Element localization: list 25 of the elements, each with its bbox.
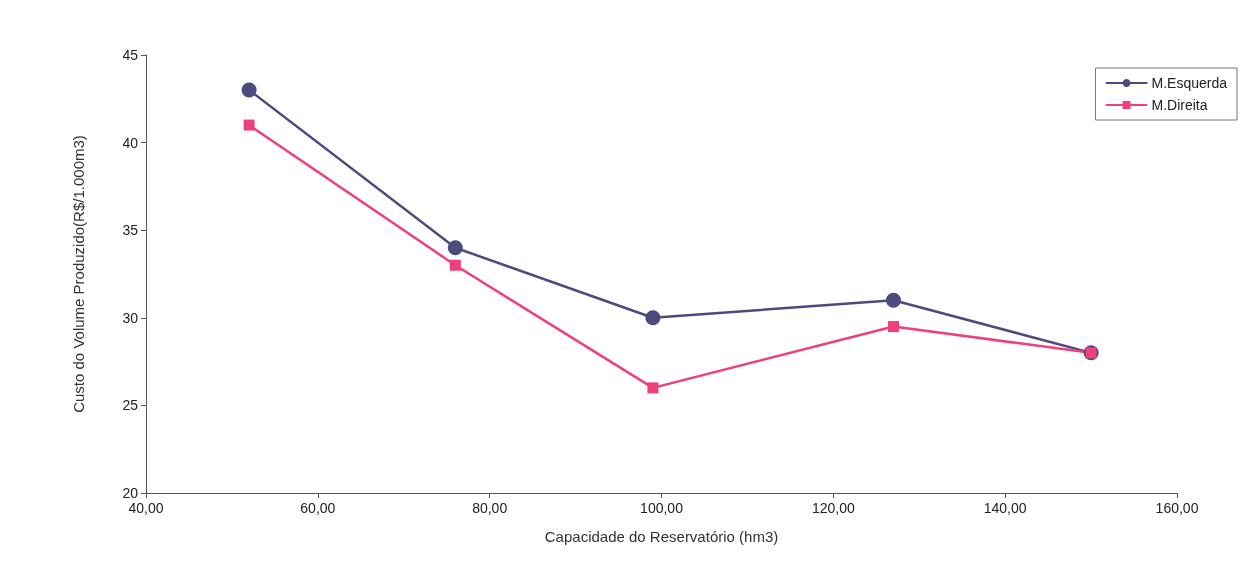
- y-tick-label: 30: [122, 309, 139, 326]
- point: [887, 321, 899, 333]
- x-tick-label: 160,00: [1155, 500, 1199, 516]
- x-tick-label: 60,00: [300, 500, 336, 516]
- point: [243, 119, 255, 131]
- y-tick-label: 45: [122, 47, 139, 63]
- y-tick-label: 35: [122, 222, 139, 239]
- legend-label: M.Direita: [1151, 97, 1208, 113]
- x-tick-label: 40,00: [128, 500, 164, 516]
- legend-label: M.Esquerda: [1151, 75, 1228, 91]
- point: [645, 310, 661, 326]
- x-tick-label: 80,00: [472, 500, 508, 516]
- point: [647, 382, 659, 394]
- point: [447, 240, 463, 256]
- y-tick-label: 25: [122, 397, 139, 414]
- x-tick-label: 100,00: [640, 500, 684, 516]
- x-tick-label: 140,00: [983, 500, 1027, 516]
- point: [449, 259, 461, 271]
- y-tick-label: 20: [122, 485, 139, 501]
- y-tick-label: 40: [122, 134, 139, 151]
- point: [885, 292, 901, 308]
- y-axis-title: Custo do Volume Produzido(R$/1.000m3): [70, 135, 87, 413]
- point: [241, 82, 257, 98]
- x-tick-label: 120,00: [811, 500, 855, 516]
- x-axis-title: Capacidade do Reservatório (hm3): [544, 528, 779, 545]
